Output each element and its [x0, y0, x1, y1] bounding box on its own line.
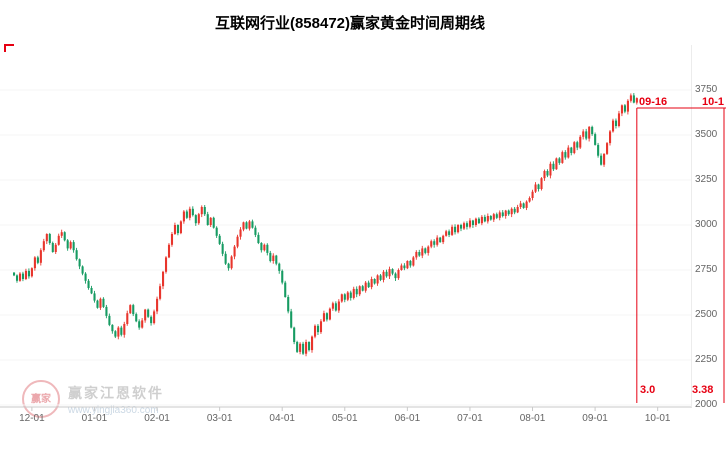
y-tick-label: 2500 — [695, 309, 718, 320]
right-edge-value-label: 3.38 — [692, 384, 714, 396]
y-tick-label: 3250 — [695, 174, 718, 185]
x-tick-label: 09-01 — [582, 413, 608, 424]
watermark: 赢家 赢家江恩软件 www.yingjia360.com — [22, 380, 164, 418]
x-tick-label: 06-01 — [394, 413, 421, 424]
y-tick-label: 2750 — [695, 264, 718, 275]
x-tick-label: 12-01 — [19, 413, 45, 424]
x-tick-label: 05-01 — [331, 413, 358, 424]
x-tick-label: 10-01 — [644, 413, 671, 424]
y-tick-label: 2250 — [695, 354, 718, 365]
watermark-logo-icon: 赢家 — [22, 380, 60, 418]
event-date-label: 09-16 — [639, 96, 668, 108]
watermark-url: www.yingjia360.com — [68, 404, 159, 416]
corner-marker-h — [4, 44, 14, 46]
event-value-label: 3.0 — [640, 384, 656, 396]
x-tick-label: 04-01 — [269, 413, 295, 424]
x-tick-label: 07-01 — [457, 413, 483, 424]
corner-marker-v — [4, 44, 6, 52]
watermark-seal-text: 赢家 — [31, 393, 51, 405]
watermark-text: 赢家江恩软件 www.yingjia360.com — [68, 383, 164, 416]
watermark-brand: 赢家江恩软件 — [68, 384, 164, 401]
y-tick-label: 3000 — [695, 219, 718, 230]
x-tick-label: 03-01 — [206, 413, 233, 424]
x-tick-label: 08-01 — [519, 413, 546, 424]
x-tick-label: 01-01 — [81, 413, 108, 424]
page-title: 互联网行业(858472)赢家黄金时间周期线 — [214, 15, 486, 32]
y-tick-label: 3500 — [695, 129, 718, 140]
x-tick-label: 02-01 — [144, 413, 170, 424]
right-edge-date-label: 10-1 — [702, 96, 725, 108]
y-tick-label: 3750 — [695, 84, 718, 95]
y-tick-label: 2000 — [695, 399, 718, 410]
